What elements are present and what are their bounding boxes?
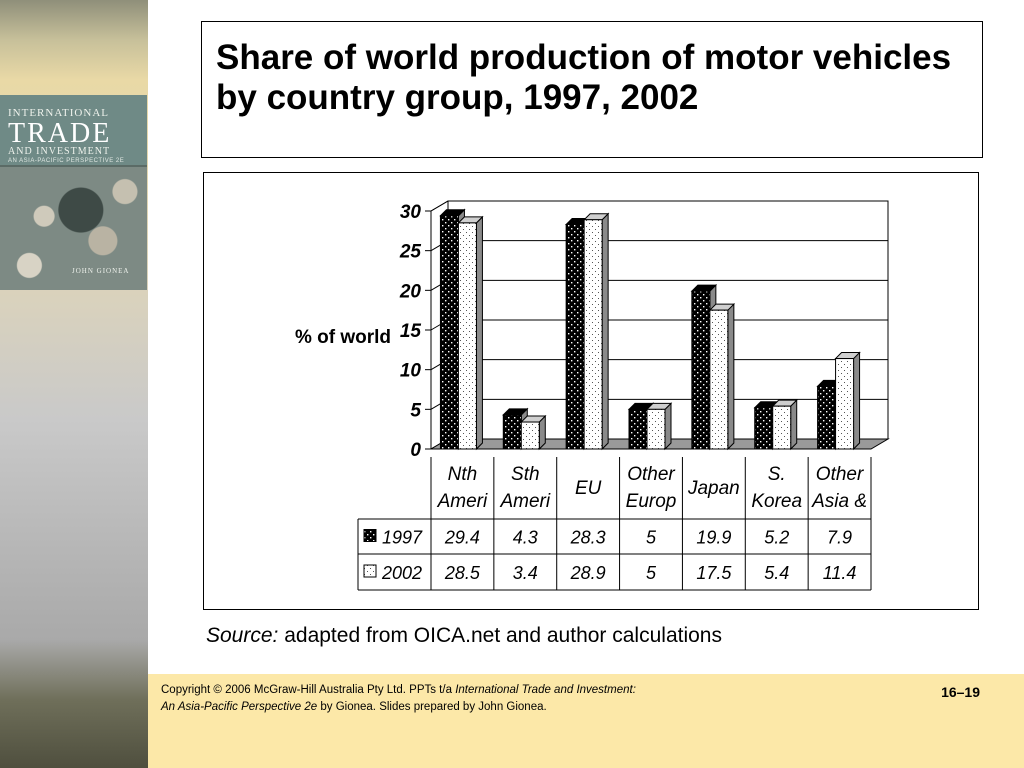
book-cover-image: INTERNATIONAL TRADE AND INVESTMENT AN AS… [0, 95, 147, 290]
data-label: 28.3 [570, 528, 606, 548]
footer-copy-suffix: by Gionea. Slides prepared by John Gione… [320, 701, 547, 713]
x-category-label: Korea [751, 491, 802, 512]
book-cover-line4: AN ASIA-PACIFIC PERSPECTIVE 2E [8, 158, 125, 164]
y-tick-label: 30 [400, 202, 422, 223]
bar-side-2002 [853, 351, 861, 451]
bar-side-2002 [601, 212, 609, 451]
page-number: 16–19 [941, 684, 980, 700]
data-label: 28.9 [570, 563, 606, 583]
x-category-label: Ameri [499, 491, 550, 512]
bar-1997 [817, 385, 837, 450]
x-category-label: Other [627, 464, 675, 485]
x-category-label: Asia & [811, 491, 867, 512]
y-tick-label: 20 [399, 281, 422, 302]
x-category-label: S. [768, 464, 786, 485]
book-cover-photo [0, 167, 147, 290]
bar-1997 [565, 223, 585, 450]
bar-side-2002 [664, 402, 672, 451]
bar-side-2002 [790, 398, 798, 451]
footer-copyright: Copyright © 2006 McGraw-Hill Australia P… [161, 682, 636, 716]
x-category-label: Japan [687, 478, 740, 499]
data-label: 4.3 [513, 528, 538, 548]
footer-book-title-2: An Asia-Pacific Perspective 2e [161, 701, 318, 713]
footer-bar: Copyright © 2006 McGraw-Hill Australia P… [148, 674, 1024, 768]
bar-2002 [520, 421, 540, 450]
x-category-label: Other [816, 464, 864, 485]
book-cover-line3: AND INVESTMENT [8, 146, 111, 157]
data-label: 3.4 [513, 563, 538, 583]
source-text: adapted from OICA.net and author calcula… [284, 624, 722, 647]
x-category-label: Ameri [437, 491, 488, 512]
y-tick-label: 5 [410, 400, 421, 421]
data-label: 11.4 [823, 563, 857, 583]
book-cover-banner [0, 95, 147, 165]
book-cover-line1: INTERNATIONAL [8, 107, 109, 119]
legend-label: 1997 [382, 528, 423, 548]
legend-label: 2002 [381, 563, 422, 583]
source-label: Source: [206, 624, 279, 647]
y-tick-label: 15 [400, 321, 422, 342]
chart-frame: 0 5 10 15 20 25 30 % of world Nth Ameri Sth Ameri EU… [203, 172, 979, 610]
title-box: Share of world production of motor vehic… [201, 21, 983, 158]
bar-1997 [754, 407, 774, 450]
bar-2002 [583, 219, 603, 450]
slide-title: Share of world production of motor vehic… [216, 38, 952, 117]
data-label: 28.5 [444, 563, 481, 583]
data-label: 19.9 [696, 528, 731, 548]
chart-svg: 0 5 10 15 20 25 30 % of world Nth Ameri Sth Ameri EU… [295, 200, 890, 591]
bar-2002 [709, 309, 729, 450]
source-note: Source: adapted from OICA.net and author… [206, 624, 722, 648]
x-category-label: EU [575, 478, 602, 499]
y-axis-label: % of world [295, 327, 391, 348]
bar-2002 [835, 358, 855, 450]
data-label: 5 [646, 528, 657, 548]
x-category-label: Europ [626, 491, 677, 512]
bar-2002 [646, 408, 666, 450]
x-category-label: Nth [448, 464, 478, 485]
bar-1997 [502, 414, 522, 450]
y-tick-label: 10 [400, 361, 422, 382]
bar-1997 [439, 215, 459, 450]
data-label: 29.4 [444, 528, 480, 548]
bar-2002 [772, 405, 792, 450]
book-cover-line2: TRADE [8, 118, 112, 149]
book-cover-author: JOHN GIONEA [72, 267, 130, 275]
data-label: 5 [646, 563, 657, 583]
legend-swatch-1997 [363, 529, 377, 542]
bar-2002 [457, 222, 477, 450]
y-axis-top-edge [430, 200, 449, 212]
bar-side-2002 [727, 302, 735, 451]
y-tick-label: 25 [399, 242, 422, 263]
data-label: 5.4 [764, 563, 789, 583]
bar-1997 [628, 408, 648, 450]
x-category-label: Sth [511, 464, 540, 485]
bar-1997 [691, 290, 711, 450]
footer-copy-prefix: Copyright © 2006 McGraw-Hill Australia P… [161, 684, 452, 696]
y-tick-label: 0 [410, 440, 421, 461]
bar-side-2002 [475, 215, 483, 451]
data-label: 5.2 [764, 528, 789, 548]
data-label: 7.9 [827, 528, 852, 548]
data-label: 17.5 [696, 563, 732, 583]
footer-book-title-1: International Trade and Investment: [455, 684, 636, 696]
legend-swatch-2002 [363, 564, 377, 578]
